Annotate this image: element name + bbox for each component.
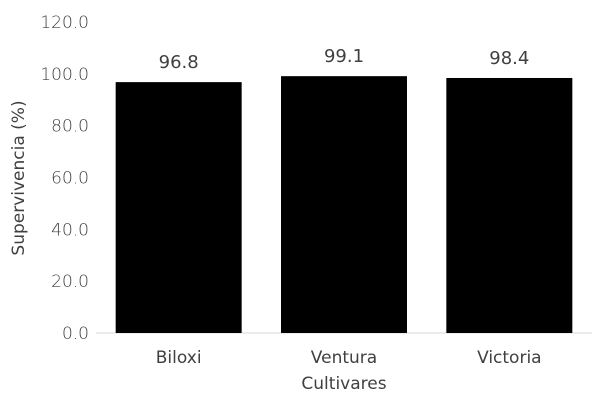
data-labels: 96.8 99.1 98.4: [159, 46, 530, 73]
y-axis-title: Supervivencia (%): [9, 100, 29, 255]
y-tick-label: 60.0: [51, 169, 89, 189]
y-tick-label: 120.0: [40, 13, 89, 33]
bars: [115, 76, 573, 333]
data-label-biloxi: 96.8: [159, 52, 199, 73]
y-tick-label: 0.0: [62, 324, 89, 344]
x-axis-title: Cultivares: [301, 374, 386, 394]
x-category-label: Victoria: [477, 348, 542, 368]
y-tick-label: 80.0: [51, 117, 89, 137]
bar-ventura: [281, 76, 407, 333]
data-label-ventura: 99.1: [324, 46, 364, 67]
category-labels: Biloxi Ventura Victoria: [156, 348, 542, 368]
bar-victoria: [446, 77, 573, 333]
y-axis-ticks: 0.0 20.0 40.0 60.0 80.0 100.0 120.0: [40, 13, 89, 344]
x-category-label: Biloxi: [156, 348, 202, 368]
data-label-victoria: 98.4: [489, 48, 529, 69]
bar-biloxi: [115, 82, 242, 333]
y-tick-label: 100.0: [40, 65, 89, 85]
x-category-label: Ventura: [311, 348, 377, 368]
y-tick-label: 40.0: [51, 220, 89, 240]
y-tick-label: 20.0: [51, 272, 89, 292]
